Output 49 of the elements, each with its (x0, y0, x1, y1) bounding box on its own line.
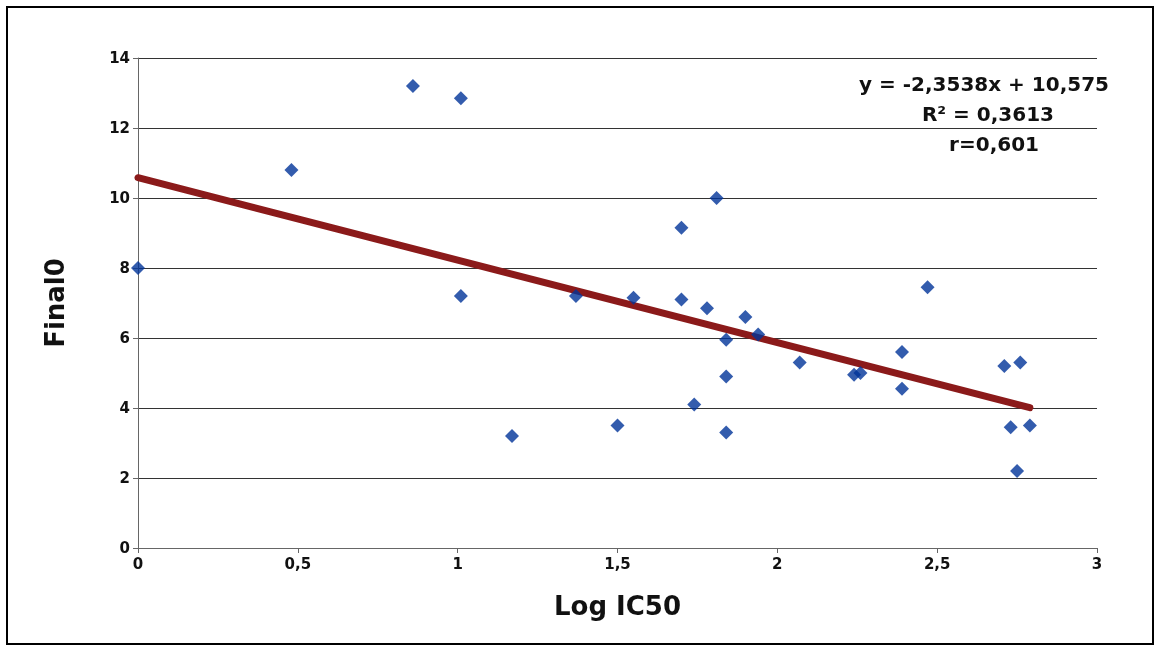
point (1003, 420, 1018, 435)
y-tick-label: 6 (119, 329, 130, 347)
y-axis-title: Final0 (40, 258, 70, 348)
point (719, 369, 734, 384)
x-axis-title: Log IC50 (553, 591, 682, 621)
point (719, 425, 734, 440)
point (997, 359, 1012, 373)
point (853, 366, 868, 380)
x-tick-label: 2,5 (923, 554, 951, 573)
y-tick-label: 0 (119, 539, 130, 557)
point (920, 280, 935, 295)
y-tick-label: 4 (119, 399, 130, 417)
point (626, 290, 641, 305)
x-tick-label: 0 (132, 554, 144, 573)
point (738, 310, 753, 324)
point (568, 289, 583, 303)
point (709, 191, 724, 205)
point (674, 220, 689, 235)
point (131, 261, 145, 275)
point (895, 381, 909, 396)
y-tick-label: 2 (119, 469, 130, 487)
point (792, 355, 807, 370)
x-tick-label: 1 (452, 554, 463, 573)
point (284, 163, 299, 177)
y-tick-label: 14 (109, 49, 130, 67)
point (1013, 355, 1028, 370)
point (751, 327, 766, 342)
x-tick-label: 2 (772, 554, 783, 573)
point (1022, 418, 1037, 433)
point (895, 345, 909, 359)
point (674, 292, 689, 307)
x-tick-label: 0,5 (284, 554, 312, 573)
point (700, 301, 715, 316)
annotation: y = -2,3538x + 10,575 (859, 72, 1109, 96)
point (719, 332, 734, 347)
point (687, 397, 702, 412)
x-tick-label: 3 (1091, 554, 1103, 573)
x-tick-label: 1,5 (604, 554, 631, 573)
point (1010, 464, 1025, 478)
point (405, 79, 420, 93)
point (453, 91, 468, 106)
y-tick-label: 10 (109, 189, 130, 207)
annotation: r=0,601 (949, 132, 1039, 156)
point (505, 429, 520, 443)
annotation: R² = 0,3613 (921, 102, 1054, 126)
y-tick-label: 8 (119, 259, 130, 277)
point (453, 289, 468, 303)
y-tick-label: 12 (109, 119, 130, 137)
point (610, 418, 625, 433)
